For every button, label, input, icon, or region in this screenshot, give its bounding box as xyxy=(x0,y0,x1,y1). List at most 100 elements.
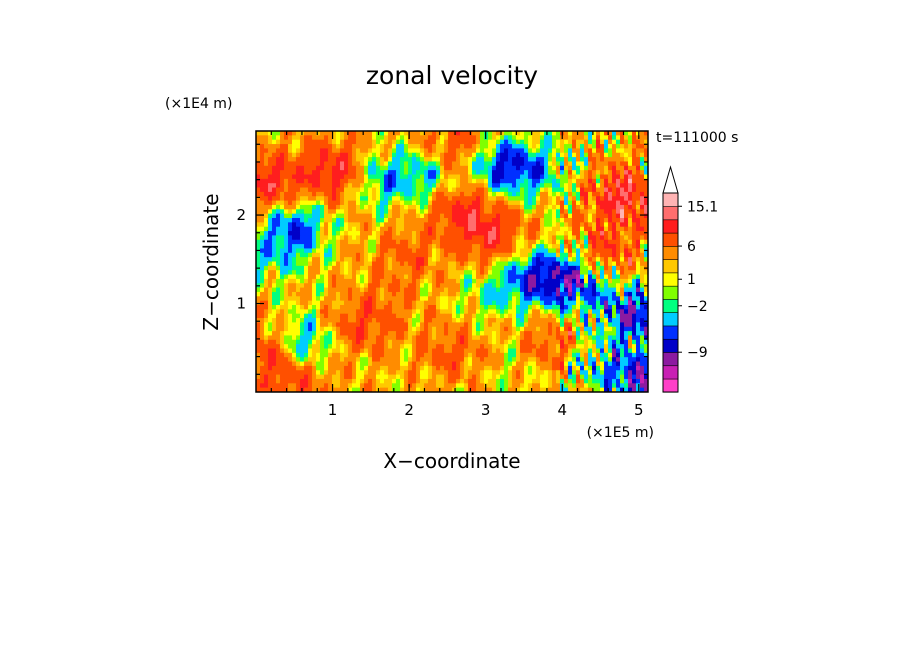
heatmap-cell xyxy=(572,152,577,158)
heatmap-cell xyxy=(388,161,393,167)
heatmap-cell xyxy=(312,248,317,254)
heatmap-cell xyxy=(528,170,533,175)
heatmap-cell xyxy=(636,204,641,210)
heatmap-cell xyxy=(564,326,569,332)
heatmap-cell xyxy=(544,252,549,258)
heatmap-cell xyxy=(488,170,493,175)
heatmap-cell xyxy=(580,339,585,345)
heatmap-cell xyxy=(644,291,649,297)
heatmap-cell xyxy=(528,218,533,223)
heatmap-cell xyxy=(460,144,465,149)
heatmap-cell xyxy=(532,313,537,319)
heatmap-cell xyxy=(532,309,537,315)
heatmap-cell xyxy=(540,183,545,188)
heatmap-cell xyxy=(464,348,469,354)
heatmap-cell xyxy=(420,157,425,162)
heatmap-cell xyxy=(500,183,505,188)
heatmap-cell xyxy=(520,339,525,345)
heatmap-cell xyxy=(416,313,421,319)
heatmap-cell xyxy=(608,196,613,201)
heatmap-cell xyxy=(256,239,261,245)
heatmap-cell xyxy=(268,257,273,262)
heatmap-cell xyxy=(484,348,489,354)
heatmap-cell xyxy=(372,152,377,158)
heatmap-cell xyxy=(288,191,293,197)
heatmap-cell xyxy=(604,222,609,228)
heatmap-cell xyxy=(456,231,461,236)
heatmap-cell xyxy=(588,344,593,349)
heatmap-cell xyxy=(624,278,629,284)
heatmap-cell xyxy=(440,213,445,219)
heatmap-cell xyxy=(620,196,625,201)
heatmap-cell xyxy=(328,244,333,249)
heatmap-cell xyxy=(608,261,613,267)
heatmap-cell xyxy=(532,248,537,254)
heatmap-cell xyxy=(264,174,269,180)
heatmap-cell xyxy=(580,261,585,267)
heatmap-cell xyxy=(296,313,301,319)
heatmap-cell xyxy=(400,270,405,275)
heatmap-cell xyxy=(432,339,437,345)
heatmap-cell xyxy=(576,183,581,188)
heatmap-cell xyxy=(368,335,373,341)
heatmap-cell xyxy=(548,322,553,328)
heatmap-cell xyxy=(352,287,357,293)
heatmap-cell xyxy=(484,283,489,288)
heatmap-cell xyxy=(604,296,609,302)
heatmap-cell xyxy=(416,226,421,232)
heatmap-cell xyxy=(620,204,625,210)
heatmap-cell xyxy=(296,339,301,345)
heatmap-cell xyxy=(336,252,341,258)
heatmap-cell xyxy=(560,339,565,345)
heatmap-cell xyxy=(320,239,325,245)
heatmap-cell xyxy=(376,235,381,241)
heatmap-cell xyxy=(480,209,485,215)
heatmap-cell xyxy=(272,231,277,236)
heatmap-cell xyxy=(600,257,605,262)
heatmap-cell xyxy=(260,131,265,136)
heatmap-cell xyxy=(424,313,429,319)
heatmap-cell xyxy=(452,204,457,210)
heatmap-cell xyxy=(412,339,417,345)
heatmap-cell xyxy=(372,322,377,328)
heatmap-cell xyxy=(304,239,309,245)
heatmap-cell xyxy=(332,213,337,219)
heatmap-cell xyxy=(500,222,505,228)
heatmap-cell xyxy=(456,135,461,141)
heatmap-cell xyxy=(476,135,481,141)
heatmap-cell xyxy=(392,252,397,258)
heatmap-cell xyxy=(456,348,461,354)
heatmap-cell xyxy=(272,252,277,258)
heatmap-cell xyxy=(384,231,389,236)
heatmap-cell xyxy=(416,305,421,310)
heatmap-cell xyxy=(512,148,517,154)
heatmap-cell xyxy=(332,135,337,141)
heatmap-cell xyxy=(632,131,637,136)
heatmap-cell xyxy=(596,144,601,149)
heatmap-cell xyxy=(312,335,317,341)
heatmap-cell xyxy=(512,183,517,188)
heatmap-cell xyxy=(508,313,513,319)
heatmap-cell xyxy=(268,318,273,323)
heatmap-cell xyxy=(608,270,613,275)
heatmap-cell xyxy=(524,148,529,154)
heatmap-cell xyxy=(532,278,537,284)
heatmap-cell xyxy=(424,231,429,236)
heatmap-cell xyxy=(548,300,553,306)
heatmap-cell xyxy=(476,300,481,306)
heatmap-cell xyxy=(452,209,457,215)
heatmap-cell xyxy=(520,152,525,158)
heatmap-cell xyxy=(468,270,473,275)
heatmap-cell xyxy=(304,148,309,154)
heatmap-cell xyxy=(344,183,349,188)
heatmap-cell xyxy=(488,209,493,215)
heatmap-cell xyxy=(492,331,497,336)
heatmap-cell xyxy=(304,244,309,249)
heatmap-cell xyxy=(540,296,545,302)
heatmap-cell xyxy=(340,274,345,280)
heatmap-cell xyxy=(404,174,409,180)
heatmap-cell xyxy=(632,135,637,141)
heatmap-cell xyxy=(624,257,629,262)
heatmap-cell xyxy=(548,165,553,171)
heatmap-cell xyxy=(568,213,573,219)
